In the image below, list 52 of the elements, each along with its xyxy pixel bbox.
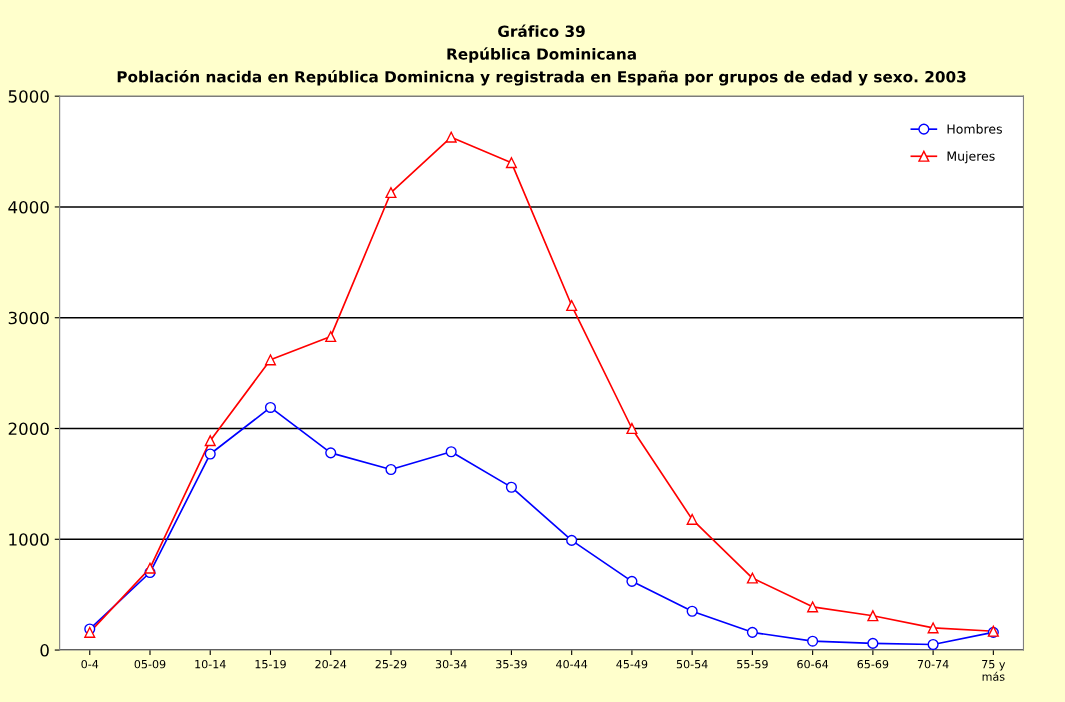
y-tick-label: 2000 (8, 422, 49, 436)
y-tick-label: 3000 (8, 311, 49, 325)
x-tick-label: 10-14 (195, 659, 226, 669)
point (325, 331, 337, 343)
x-tick-label: 50-54 (676, 659, 708, 669)
point (445, 446, 457, 458)
point (807, 601, 819, 613)
point (686, 605, 698, 617)
point (204, 448, 216, 460)
x-tick-label: 35-39 (496, 659, 527, 669)
x-tick-label: 70-74 (917, 659, 949, 669)
point (385, 463, 397, 476)
point (144, 562, 156, 574)
point (867, 637, 879, 649)
point (807, 635, 819, 647)
chart-title: Gráfico 39 República Dominicana Población nacida en República Dominicna y registrada en España por grupos de edad y sexo. 2003 (117, 24, 966, 86)
point (566, 534, 578, 546)
x-tick-label: 05-09 (134, 659, 166, 669)
x-tick-label: 30-34 (435, 659, 467, 669)
point (566, 299, 578, 312)
x-tick-label: 15-19 (255, 659, 286, 669)
point (264, 401, 277, 414)
point (325, 447, 337, 459)
x-tick-label: 45-49 (616, 659, 648, 669)
y-tick-label: 1000 (9, 533, 49, 546)
point (626, 422, 638, 435)
x-tick-label: 75 y más (982, 660, 1006, 681)
x-tick-label: 0-4 (81, 659, 99, 669)
y-tick-label: 5000 (8, 90, 49, 103)
x-tick-label: 25-29 (375, 659, 407, 669)
point (505, 157, 517, 169)
x-tick-label: 40-44 (556, 659, 588, 669)
point (505, 481, 517, 493)
y-tick-label: 4000 (8, 200, 49, 214)
point (385, 186, 397, 199)
point (927, 638, 939, 651)
point (686, 513, 698, 525)
x-tick-label: 20-24 (315, 659, 347, 669)
point (927, 622, 939, 634)
point (746, 626, 758, 638)
point (264, 354, 277, 366)
x-tick-label: 65-69 (857, 659, 889, 669)
point (204, 435, 216, 447)
y-tick-label: 0 (40, 644, 49, 657)
point (445, 131, 457, 143)
legend-label: Mujeres (947, 151, 995, 164)
point (867, 610, 879, 622)
x-tick-label: 60-64 (797, 659, 829, 669)
legend-label: Hombres (947, 124, 1002, 134)
point (626, 575, 638, 587)
x-tick-label: 55-59 (737, 659, 768, 669)
point (746, 572, 758, 584)
